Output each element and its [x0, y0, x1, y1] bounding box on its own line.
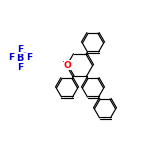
Text: F: F — [17, 62, 23, 71]
Text: F: F — [8, 54, 14, 62]
Text: ⁻: ⁻ — [22, 51, 26, 57]
Text: ·: · — [62, 57, 65, 67]
Text: F: F — [17, 45, 23, 54]
Text: F: F — [26, 54, 32, 62]
Text: B: B — [16, 53, 24, 63]
Text: O: O — [63, 60, 71, 69]
